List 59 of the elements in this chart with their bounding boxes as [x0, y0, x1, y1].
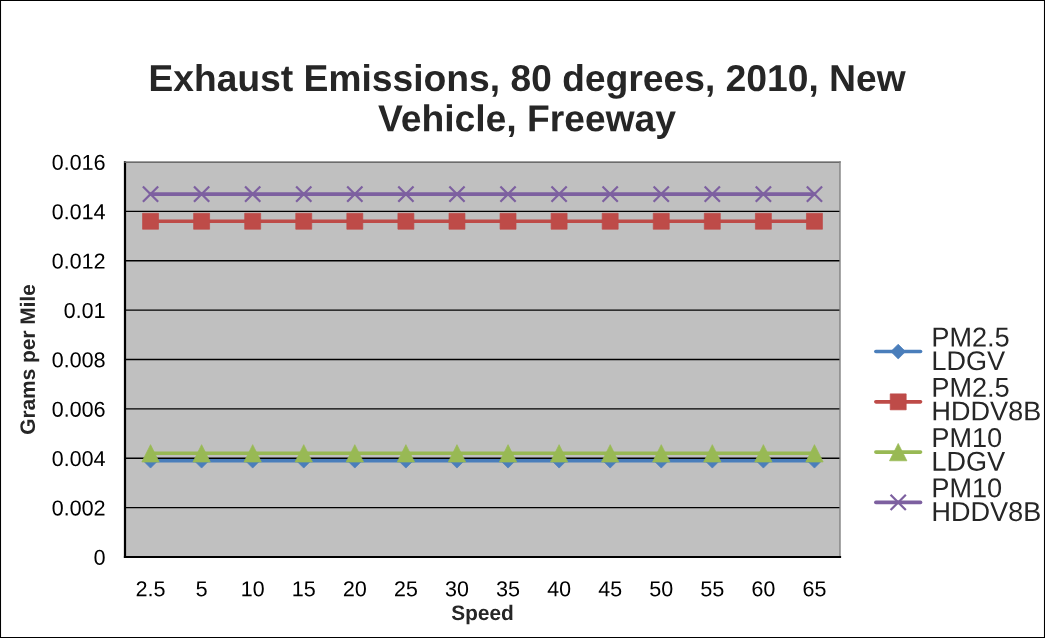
point	[550, 444, 569, 463]
x-tick-label: 45	[598, 581, 622, 597]
point	[550, 212, 568, 230]
x-tick-label: 60	[752, 581, 775, 597]
y-tick-label: 0	[94, 549, 105, 566]
point	[243, 185, 262, 203]
point	[601, 212, 619, 230]
x-tick-label: 5	[196, 581, 207, 597]
point	[755, 212, 772, 230]
legend-label: PM2.5 HDDV8B	[933, 377, 1040, 421]
legend-label: PM10 HDDV8B	[933, 478, 1040, 522]
x-tick-label: 50	[650, 581, 673, 597]
point	[448, 185, 466, 203]
point	[652, 185, 670, 203]
x-tick-label: 25	[395, 581, 417, 597]
point	[397, 185, 415, 203]
point	[601, 185, 619, 203]
point	[703, 212, 721, 230]
y-tick-label: 0.01	[64, 302, 105, 319]
point	[294, 444, 313, 463]
point	[703, 444, 722, 463]
x-tick-label: 35	[496, 581, 520, 597]
point	[396, 444, 415, 463]
point	[703, 185, 722, 203]
point	[142, 212, 159, 230]
x-tick-label: 2.5	[136, 581, 165, 597]
y-tick-label: 0.008	[52, 352, 105, 368]
point	[499, 185, 517, 203]
y-axis-title: Grams per Mile	[19, 284, 40, 434]
x-tick-label: 10	[242, 581, 264, 597]
point	[652, 212, 670, 230]
legend-label: PM10 LDGV	[933, 428, 1006, 471]
point	[193, 212, 210, 230]
legend-label: PM2.5 LDGV	[933, 327, 1009, 371]
point	[295, 185, 313, 203]
x-tick-label: 55	[701, 581, 724, 597]
point	[805, 185, 824, 203]
point	[550, 185, 568, 203]
y-tick-label: 0.012	[52, 253, 105, 269]
point	[754, 185, 773, 203]
y-tick-label: 0.004	[52, 451, 105, 467]
x-tick-label: 40	[547, 581, 571, 597]
y-tick-label: 0.016	[52, 154, 105, 171]
y-tick-label: 0.002	[52, 500, 105, 516]
x-tick-label: 15	[293, 581, 315, 597]
y-tick-label: 0.006	[52, 401, 105, 417]
point	[295, 212, 313, 230]
point	[243, 444, 262, 463]
point	[141, 185, 160, 203]
x-axis-title: Speed	[451, 604, 513, 625]
x-tick-label: 20	[343, 581, 366, 597]
point	[346, 185, 364, 203]
x-tick-label: 65	[803, 581, 826, 597]
point	[244, 212, 262, 230]
chart-title: Exhaust Emissions, 80 degrees, 2010, New Vehicle, Freeway	[150, 64, 906, 139]
point	[652, 444, 671, 463]
x-tick-label: 30	[445, 581, 469, 597]
point	[192, 185, 211, 203]
y-tick-label: 0.014	[52, 204, 105, 220]
